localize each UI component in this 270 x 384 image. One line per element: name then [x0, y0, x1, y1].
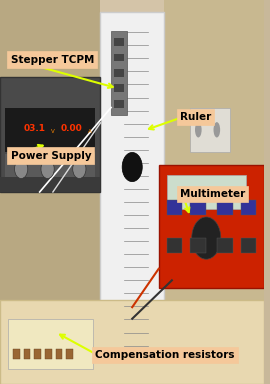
Ellipse shape — [195, 122, 202, 137]
Text: 03.1: 03.1 — [23, 124, 45, 133]
Bar — [114, 84, 124, 92]
Bar — [0, 0, 100, 384]
Circle shape — [41, 159, 54, 179]
Bar — [217, 200, 233, 215]
Ellipse shape — [214, 122, 220, 137]
Bar — [167, 200, 183, 215]
Bar — [5, 108, 95, 152]
Circle shape — [192, 217, 221, 259]
Bar — [13, 349, 20, 359]
Text: A: A — [88, 129, 92, 134]
Bar — [159, 165, 264, 288]
Bar — [45, 349, 52, 359]
Circle shape — [122, 152, 142, 182]
Bar — [241, 200, 256, 215]
Text: Ruler: Ruler — [180, 112, 211, 122]
Bar — [167, 238, 183, 253]
Text: Compensation resistors: Compensation resistors — [95, 350, 235, 360]
Text: Stepper TCPM: Stepper TCPM — [11, 55, 94, 65]
Bar — [114, 38, 124, 46]
Bar — [190, 200, 206, 215]
Bar — [164, 0, 264, 384]
Bar — [0, 177, 100, 192]
Bar — [34, 349, 41, 359]
Bar — [8, 319, 93, 369]
Bar — [111, 31, 127, 115]
Bar — [114, 69, 124, 77]
Bar — [0, 77, 100, 192]
Text: 0.00: 0.00 — [60, 124, 82, 133]
Bar — [167, 175, 246, 209]
Bar — [114, 100, 124, 108]
Bar — [100, 12, 164, 365]
Bar — [66, 349, 73, 359]
Bar — [24, 349, 31, 359]
Bar — [190, 108, 230, 152]
Text: V: V — [51, 129, 55, 134]
Circle shape — [73, 159, 86, 179]
Circle shape — [15, 159, 28, 179]
Bar — [0, 300, 264, 384]
Text: Power Supply: Power Supply — [11, 151, 91, 161]
Bar — [241, 238, 256, 253]
Bar — [217, 238, 233, 253]
Bar — [5, 154, 95, 184]
Bar — [114, 54, 124, 61]
Text: 0.00: 0.00 — [198, 189, 214, 195]
Text: Multimeter: Multimeter — [180, 189, 245, 199]
Bar — [190, 238, 206, 253]
Bar — [56, 349, 62, 359]
